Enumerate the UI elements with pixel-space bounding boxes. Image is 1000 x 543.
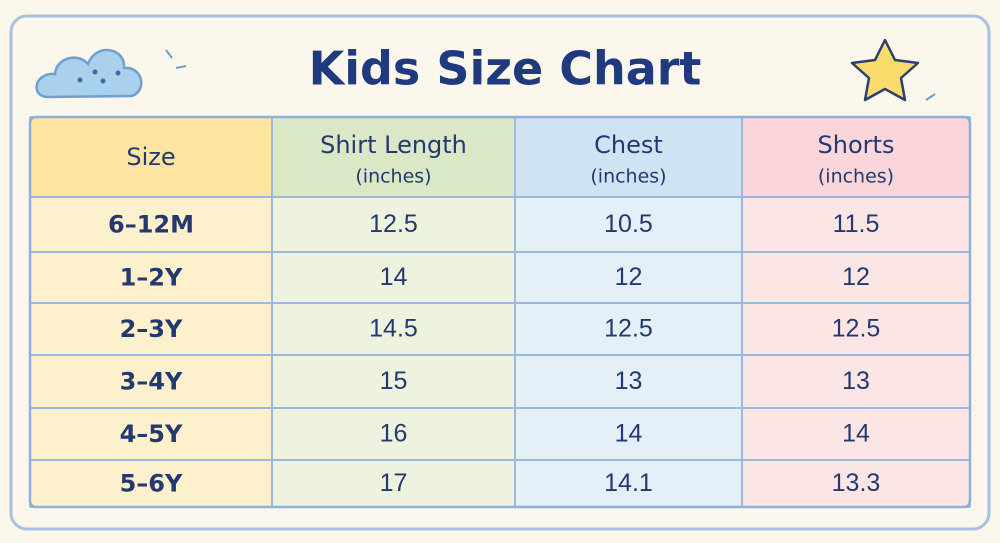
cloud-icon (35, 48, 187, 99)
measurement: 14 (380, 263, 408, 291)
measurement: 14.1 (604, 469, 653, 497)
star-icon (850, 38, 936, 102)
column-unit: (inches) (818, 166, 894, 188)
size-label: 5–6Y (120, 470, 183, 498)
measurement: 12.5 (832, 315, 881, 343)
header-cell (515, 117, 742, 197)
measurement: 14 (842, 420, 870, 448)
column-name: Size (126, 143, 175, 171)
column-body (272, 197, 515, 507)
measurement: 12.5 (369, 210, 418, 238)
measurement: 16 (380, 420, 408, 448)
measurement: 12 (615, 263, 643, 291)
measurement: 14.5 (369, 315, 418, 343)
header-cell (272, 117, 515, 197)
column-body (742, 197, 970, 507)
measurement: 13.3 (832, 469, 881, 497)
size-label: 1–2Y (120, 264, 183, 292)
measurement: 17 (380, 469, 408, 497)
title: Kids Size Chart (309, 42, 702, 96)
column-name: Chest (594, 131, 663, 159)
column-name: Shirt Length (320, 131, 467, 159)
size-label: 6–12M (108, 211, 194, 239)
header-cell (742, 117, 970, 197)
size-table: Size Shirt Length (inches) Chest (inches) Sho… (28, 115, 972, 509)
measurement: 15 (380, 367, 408, 395)
measurement: 11.5 (833, 210, 880, 238)
size-label: 2–3Y (120, 315, 183, 343)
measurement: 12 (842, 263, 870, 291)
header-cell (30, 117, 272, 197)
column-body (30, 197, 272, 507)
measurement: 13 (842, 367, 870, 395)
column-body (515, 197, 742, 507)
column-unit: (inches) (355, 166, 431, 188)
measurement: 13 (615, 367, 643, 395)
column-unit: (inches) (590, 166, 666, 188)
measurement: 10.5 (604, 210, 653, 238)
size-label: 4–5Y (120, 420, 183, 448)
column-name: Shorts (818, 131, 895, 159)
size-label: 3–4Y (120, 368, 183, 396)
measurement: 14 (615, 420, 643, 448)
table-border (28, 115, 972, 509)
measurement: 12.5 (604, 315, 653, 343)
